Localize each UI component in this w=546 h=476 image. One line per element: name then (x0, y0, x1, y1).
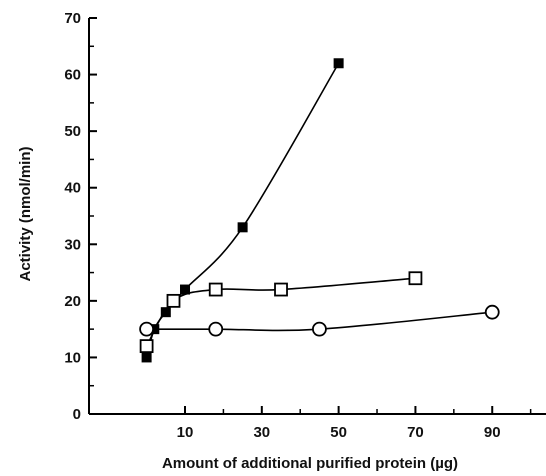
data-point (166, 293, 181, 308)
data-point (274, 282, 288, 297)
data-point (208, 282, 223, 297)
data-point (141, 352, 152, 363)
y-tick-label: 60 (64, 67, 81, 84)
series-curves (145, 62, 493, 358)
data-point (139, 339, 154, 354)
data-point (180, 284, 191, 295)
data-point (149, 324, 160, 335)
data-point (160, 307, 171, 318)
y-tick-label: 10 (64, 349, 81, 366)
y-tick-label: 70 (64, 10, 81, 27)
data-point (484, 304, 500, 320)
data-point (408, 271, 423, 286)
x-tick-label: 70 (407, 424, 424, 441)
x-tick-label: 10 (177, 424, 194, 441)
y-axis-label: Activity (nmol/min) (17, 146, 34, 281)
data-point (312, 321, 327, 337)
data-point (333, 58, 344, 69)
series-3-line (146, 311, 493, 332)
x-axis-label: Amount of additional purified protein (µ… (162, 455, 458, 472)
series-markers (139, 58, 500, 363)
data-point (237, 222, 248, 233)
x-tick-label: 90 (484, 424, 501, 441)
y-tick-label: 20 (64, 293, 81, 310)
x-tick-label: 50 (330, 424, 347, 441)
y-tick-label: 40 (64, 180, 81, 197)
y-tick-label: 50 (64, 123, 81, 140)
y-tick-label: 0 (73, 406, 81, 423)
x-tick-label: 30 (253, 424, 270, 441)
data-point (139, 321, 155, 337)
axes: 0 10 20 30 40 50 60 70 10 30 50 70 90 (64, 10, 546, 441)
y-tick-label: 30 (64, 236, 81, 253)
series-1-line (145, 62, 340, 358)
data-point (208, 321, 224, 337)
